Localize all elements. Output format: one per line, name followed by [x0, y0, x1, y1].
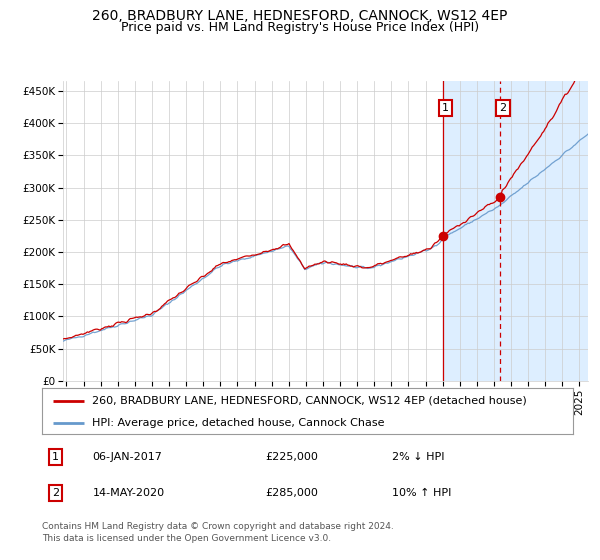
Text: Contains HM Land Registry data © Crown copyright and database right 2024.
This d: Contains HM Land Registry data © Crown c…	[42, 522, 394, 543]
Text: 1: 1	[442, 103, 449, 113]
Text: £285,000: £285,000	[265, 488, 318, 498]
Text: 2: 2	[499, 103, 506, 113]
Text: 1: 1	[52, 452, 59, 462]
Text: 10% ↑ HPI: 10% ↑ HPI	[392, 488, 452, 498]
Text: 06-JAN-2017: 06-JAN-2017	[92, 452, 163, 462]
Text: 2% ↓ HPI: 2% ↓ HPI	[392, 452, 445, 462]
Bar	[443, 81, 588, 381]
Text: HPI: Average price, detached house, Cannock Chase: HPI: Average price, detached house, Cann…	[92, 418, 385, 427]
Text: Price paid vs. HM Land Registry's House Price Index (HPI): Price paid vs. HM Land Registry's House …	[121, 21, 479, 34]
Text: 2: 2	[52, 488, 59, 498]
Text: £225,000: £225,000	[265, 452, 318, 462]
Text: 260, BRADBURY LANE, HEDNESFORD, CANNOCK, WS12 4EP (detached house): 260, BRADBURY LANE, HEDNESFORD, CANNOCK,…	[92, 396, 527, 406]
Text: 260, BRADBURY LANE, HEDNESFORD, CANNOCK, WS12 4EP: 260, BRADBURY LANE, HEDNESFORD, CANNOCK,…	[92, 9, 508, 23]
Text: 14-MAY-2020: 14-MAY-2020	[92, 488, 164, 498]
